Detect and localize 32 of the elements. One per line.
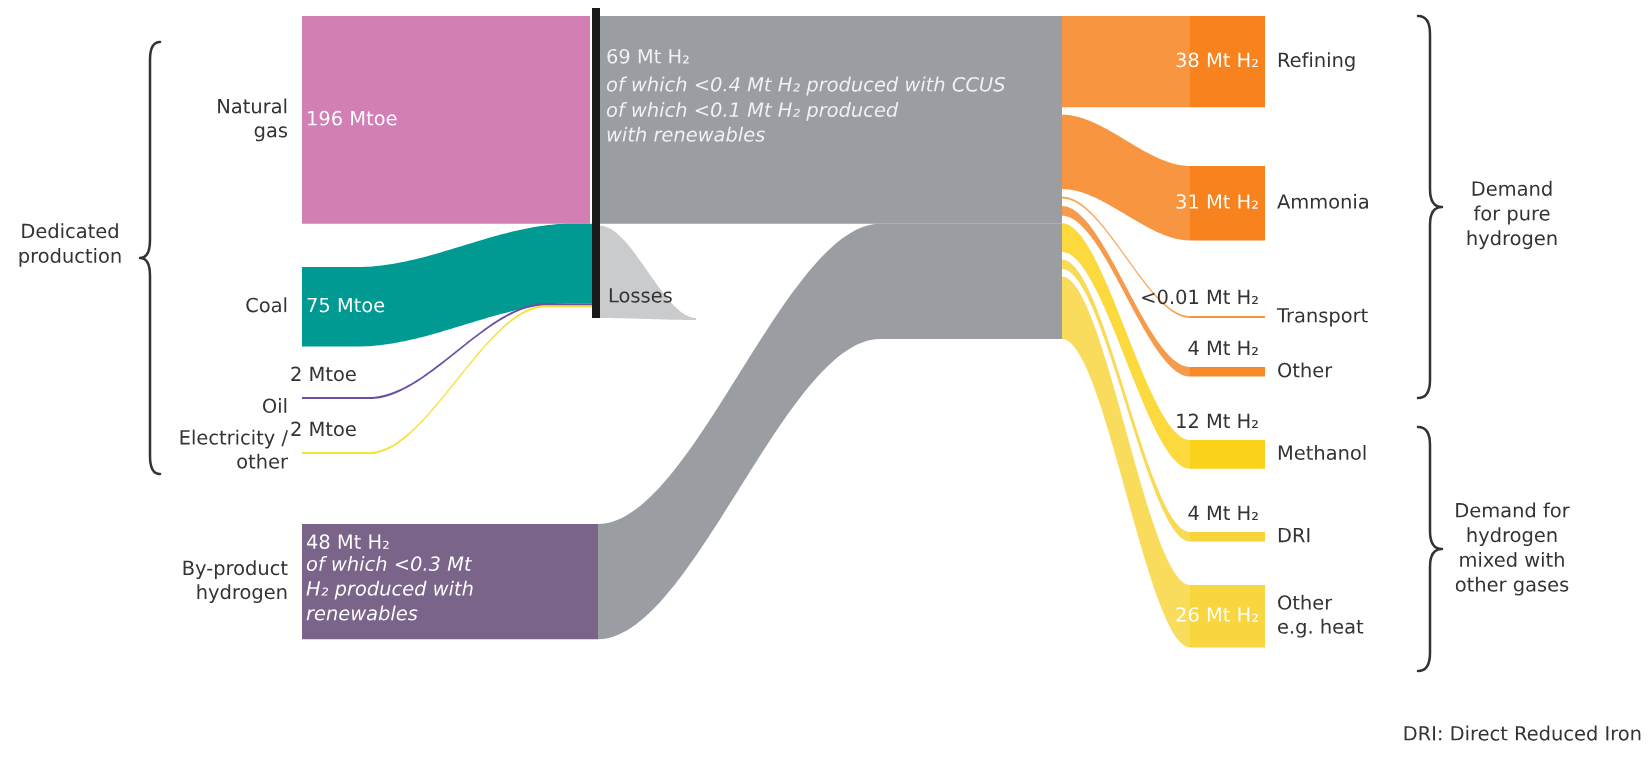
category-label: Natural gas <box>218 98 288 142</box>
text: DRI: Direct Reduced Iron <box>1404 725 1641 741</box>
data-label: 2 Mtoe <box>291 366 356 382</box>
data-label: 12 Mt H₂ <box>1177 413 1258 429</box>
category-label: Ammonia <box>1277 193 1368 209</box>
category-label: Other <box>1278 362 1333 378</box>
text: of which <0.4 Mt H₂ produced with CCUS <box>606 76 1005 96</box>
data-label: 196 Mtoe <box>308 110 397 126</box>
text: of which <0.3 Mt H₂ produced with renewables <box>306 556 473 621</box>
data-label: 4 Mt H₂ <box>1188 340 1258 356</box>
data-label: 31 Mt H₂ <box>1176 194 1258 209</box>
category-label: Electricity / other <box>180 429 288 469</box>
data-label: 38 Mt H₂ <box>1176 52 1258 68</box>
category-label: DRI <box>1278 527 1310 543</box>
text: of which <0.1 Mt H₂ produced with renewables <box>606 102 899 142</box>
data-label: 48 Mt H₂ <box>306 534 389 550</box>
text: Demand for pure hydrogen <box>1467 180 1557 250</box>
text: 69 Mt H₂ <box>607 48 689 64</box>
data-label: 4 Mt H₂ <box>1188 505 1258 521</box>
category-label: Refining <box>1278 52 1355 72</box>
category-label: By-product hydrogen <box>183 560 288 603</box>
data-label: 26 Mt H₂ <box>1176 607 1258 622</box>
data-label: 2 Mtoe <box>291 421 356 437</box>
category-label: Other e.g. heat <box>1278 594 1364 638</box>
category-label: Transport <box>1276 308 1368 327</box>
data-label: 75 Mtoe <box>307 297 385 313</box>
category-label: Methanol <box>1278 444 1366 461</box>
text: Dedicated production <box>19 223 121 267</box>
text: Losses <box>609 288 672 303</box>
text: Demand for hydrogen mixed with other gases <box>1455 502 1570 596</box>
category-label: Coal <box>246 297 287 313</box>
category-label: Oil <box>262 398 287 414</box>
